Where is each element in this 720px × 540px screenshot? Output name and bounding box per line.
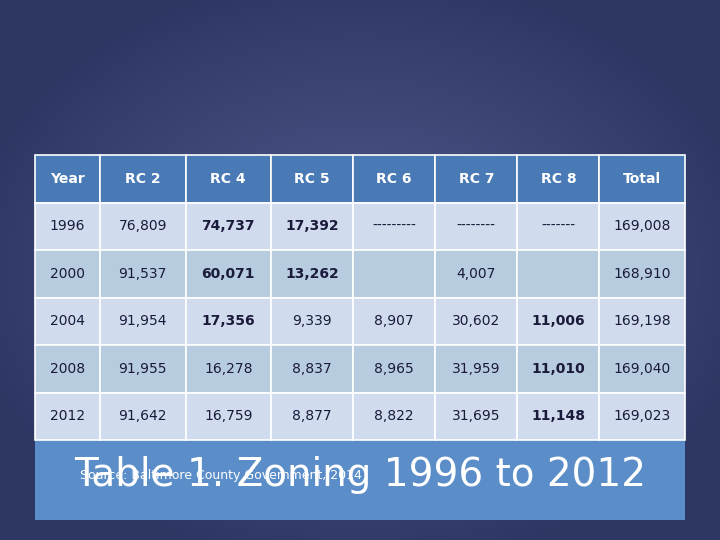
- Text: Source: Baltimore County Government, 2014: Source: Baltimore County Government, 201…: [80, 469, 362, 482]
- Text: 60,071: 60,071: [202, 267, 255, 281]
- Text: 4,007: 4,007: [456, 267, 496, 281]
- Text: 169,023: 169,023: [613, 409, 671, 423]
- Text: 2012: 2012: [50, 409, 85, 423]
- Bar: [271, 250, 353, 298]
- Text: 13,262: 13,262: [285, 267, 339, 281]
- Text: 8,907: 8,907: [374, 314, 414, 328]
- Bar: [518, 298, 600, 345]
- Bar: [600, 345, 685, 393]
- Bar: [35, 202, 100, 250]
- Bar: [100, 298, 186, 345]
- Bar: [353, 155, 436, 202]
- Text: RC 6: RC 6: [377, 172, 412, 186]
- Bar: [600, 250, 685, 298]
- Bar: [436, 345, 518, 393]
- Bar: [518, 250, 600, 298]
- Bar: [35, 298, 100, 345]
- Bar: [518, 345, 600, 393]
- Text: 2008: 2008: [50, 362, 85, 376]
- Text: Total: Total: [624, 172, 661, 186]
- Bar: [353, 345, 436, 393]
- Text: 31,959: 31,959: [452, 362, 500, 376]
- Text: RC 7: RC 7: [459, 172, 494, 186]
- Text: 31,695: 31,695: [452, 409, 500, 423]
- Bar: [100, 345, 186, 393]
- Text: 2004: 2004: [50, 314, 85, 328]
- Bar: [271, 298, 353, 345]
- Bar: [186, 250, 271, 298]
- Bar: [436, 393, 518, 440]
- Bar: [186, 298, 271, 345]
- Bar: [35, 155, 100, 202]
- Text: 11,006: 11,006: [531, 314, 585, 328]
- Text: Table 1. Zoning 1996 to 2012: Table 1. Zoning 1996 to 2012: [74, 456, 646, 494]
- Text: RC 2: RC 2: [125, 172, 161, 186]
- Bar: [186, 155, 271, 202]
- Text: 9,339: 9,339: [292, 314, 332, 328]
- Text: 16,278: 16,278: [204, 362, 253, 376]
- Text: Year: Year: [50, 172, 85, 186]
- Text: 30,602: 30,602: [452, 314, 500, 328]
- Text: 91,642: 91,642: [119, 409, 167, 423]
- Text: RC 8: RC 8: [541, 172, 576, 186]
- Bar: [600, 298, 685, 345]
- Text: ---------: ---------: [372, 219, 416, 233]
- Bar: [271, 393, 353, 440]
- Text: 8,877: 8,877: [292, 409, 332, 423]
- Text: 169,040: 169,040: [613, 362, 671, 376]
- Bar: [436, 298, 518, 345]
- Bar: [100, 393, 186, 440]
- Bar: [100, 250, 186, 298]
- Text: 8,822: 8,822: [374, 409, 414, 423]
- Text: 91,955: 91,955: [119, 362, 167, 376]
- Text: RC 5: RC 5: [294, 172, 330, 186]
- Bar: [518, 393, 600, 440]
- Text: 8,965: 8,965: [374, 362, 414, 376]
- Bar: [271, 202, 353, 250]
- Bar: [353, 250, 436, 298]
- Bar: [436, 155, 518, 202]
- Text: 17,392: 17,392: [285, 219, 339, 233]
- Text: 17,356: 17,356: [202, 314, 255, 328]
- Bar: [600, 393, 685, 440]
- Text: 1996: 1996: [50, 219, 85, 233]
- Text: --------: --------: [456, 219, 496, 233]
- Text: -------: -------: [541, 219, 575, 233]
- Text: 169,008: 169,008: [613, 219, 671, 233]
- Bar: [353, 202, 436, 250]
- Bar: [186, 202, 271, 250]
- Text: 168,910: 168,910: [613, 267, 671, 281]
- Text: 74,737: 74,737: [202, 219, 255, 233]
- Bar: [100, 155, 186, 202]
- Text: 16,759: 16,759: [204, 409, 253, 423]
- Bar: [518, 202, 600, 250]
- Bar: [35, 345, 100, 393]
- Text: 11,010: 11,010: [531, 362, 585, 376]
- Bar: [35, 250, 100, 298]
- Bar: [353, 298, 436, 345]
- Text: 91,537: 91,537: [119, 267, 167, 281]
- Bar: [186, 345, 271, 393]
- Bar: [436, 250, 518, 298]
- Bar: [436, 202, 518, 250]
- Bar: [100, 202, 186, 250]
- Bar: [271, 155, 353, 202]
- Bar: [600, 202, 685, 250]
- Text: 76,809: 76,809: [119, 219, 167, 233]
- Text: RC 4: RC 4: [210, 172, 246, 186]
- Bar: [518, 155, 600, 202]
- Bar: [600, 155, 685, 202]
- Text: 169,198: 169,198: [613, 314, 671, 328]
- Text: 91,954: 91,954: [119, 314, 167, 328]
- Text: 11,148: 11,148: [531, 409, 585, 423]
- Text: 2000: 2000: [50, 267, 85, 281]
- Bar: [271, 345, 353, 393]
- FancyBboxPatch shape: [35, 430, 685, 520]
- Text: 8,837: 8,837: [292, 362, 332, 376]
- Bar: [35, 393, 100, 440]
- Bar: [186, 393, 271, 440]
- Bar: [353, 393, 436, 440]
